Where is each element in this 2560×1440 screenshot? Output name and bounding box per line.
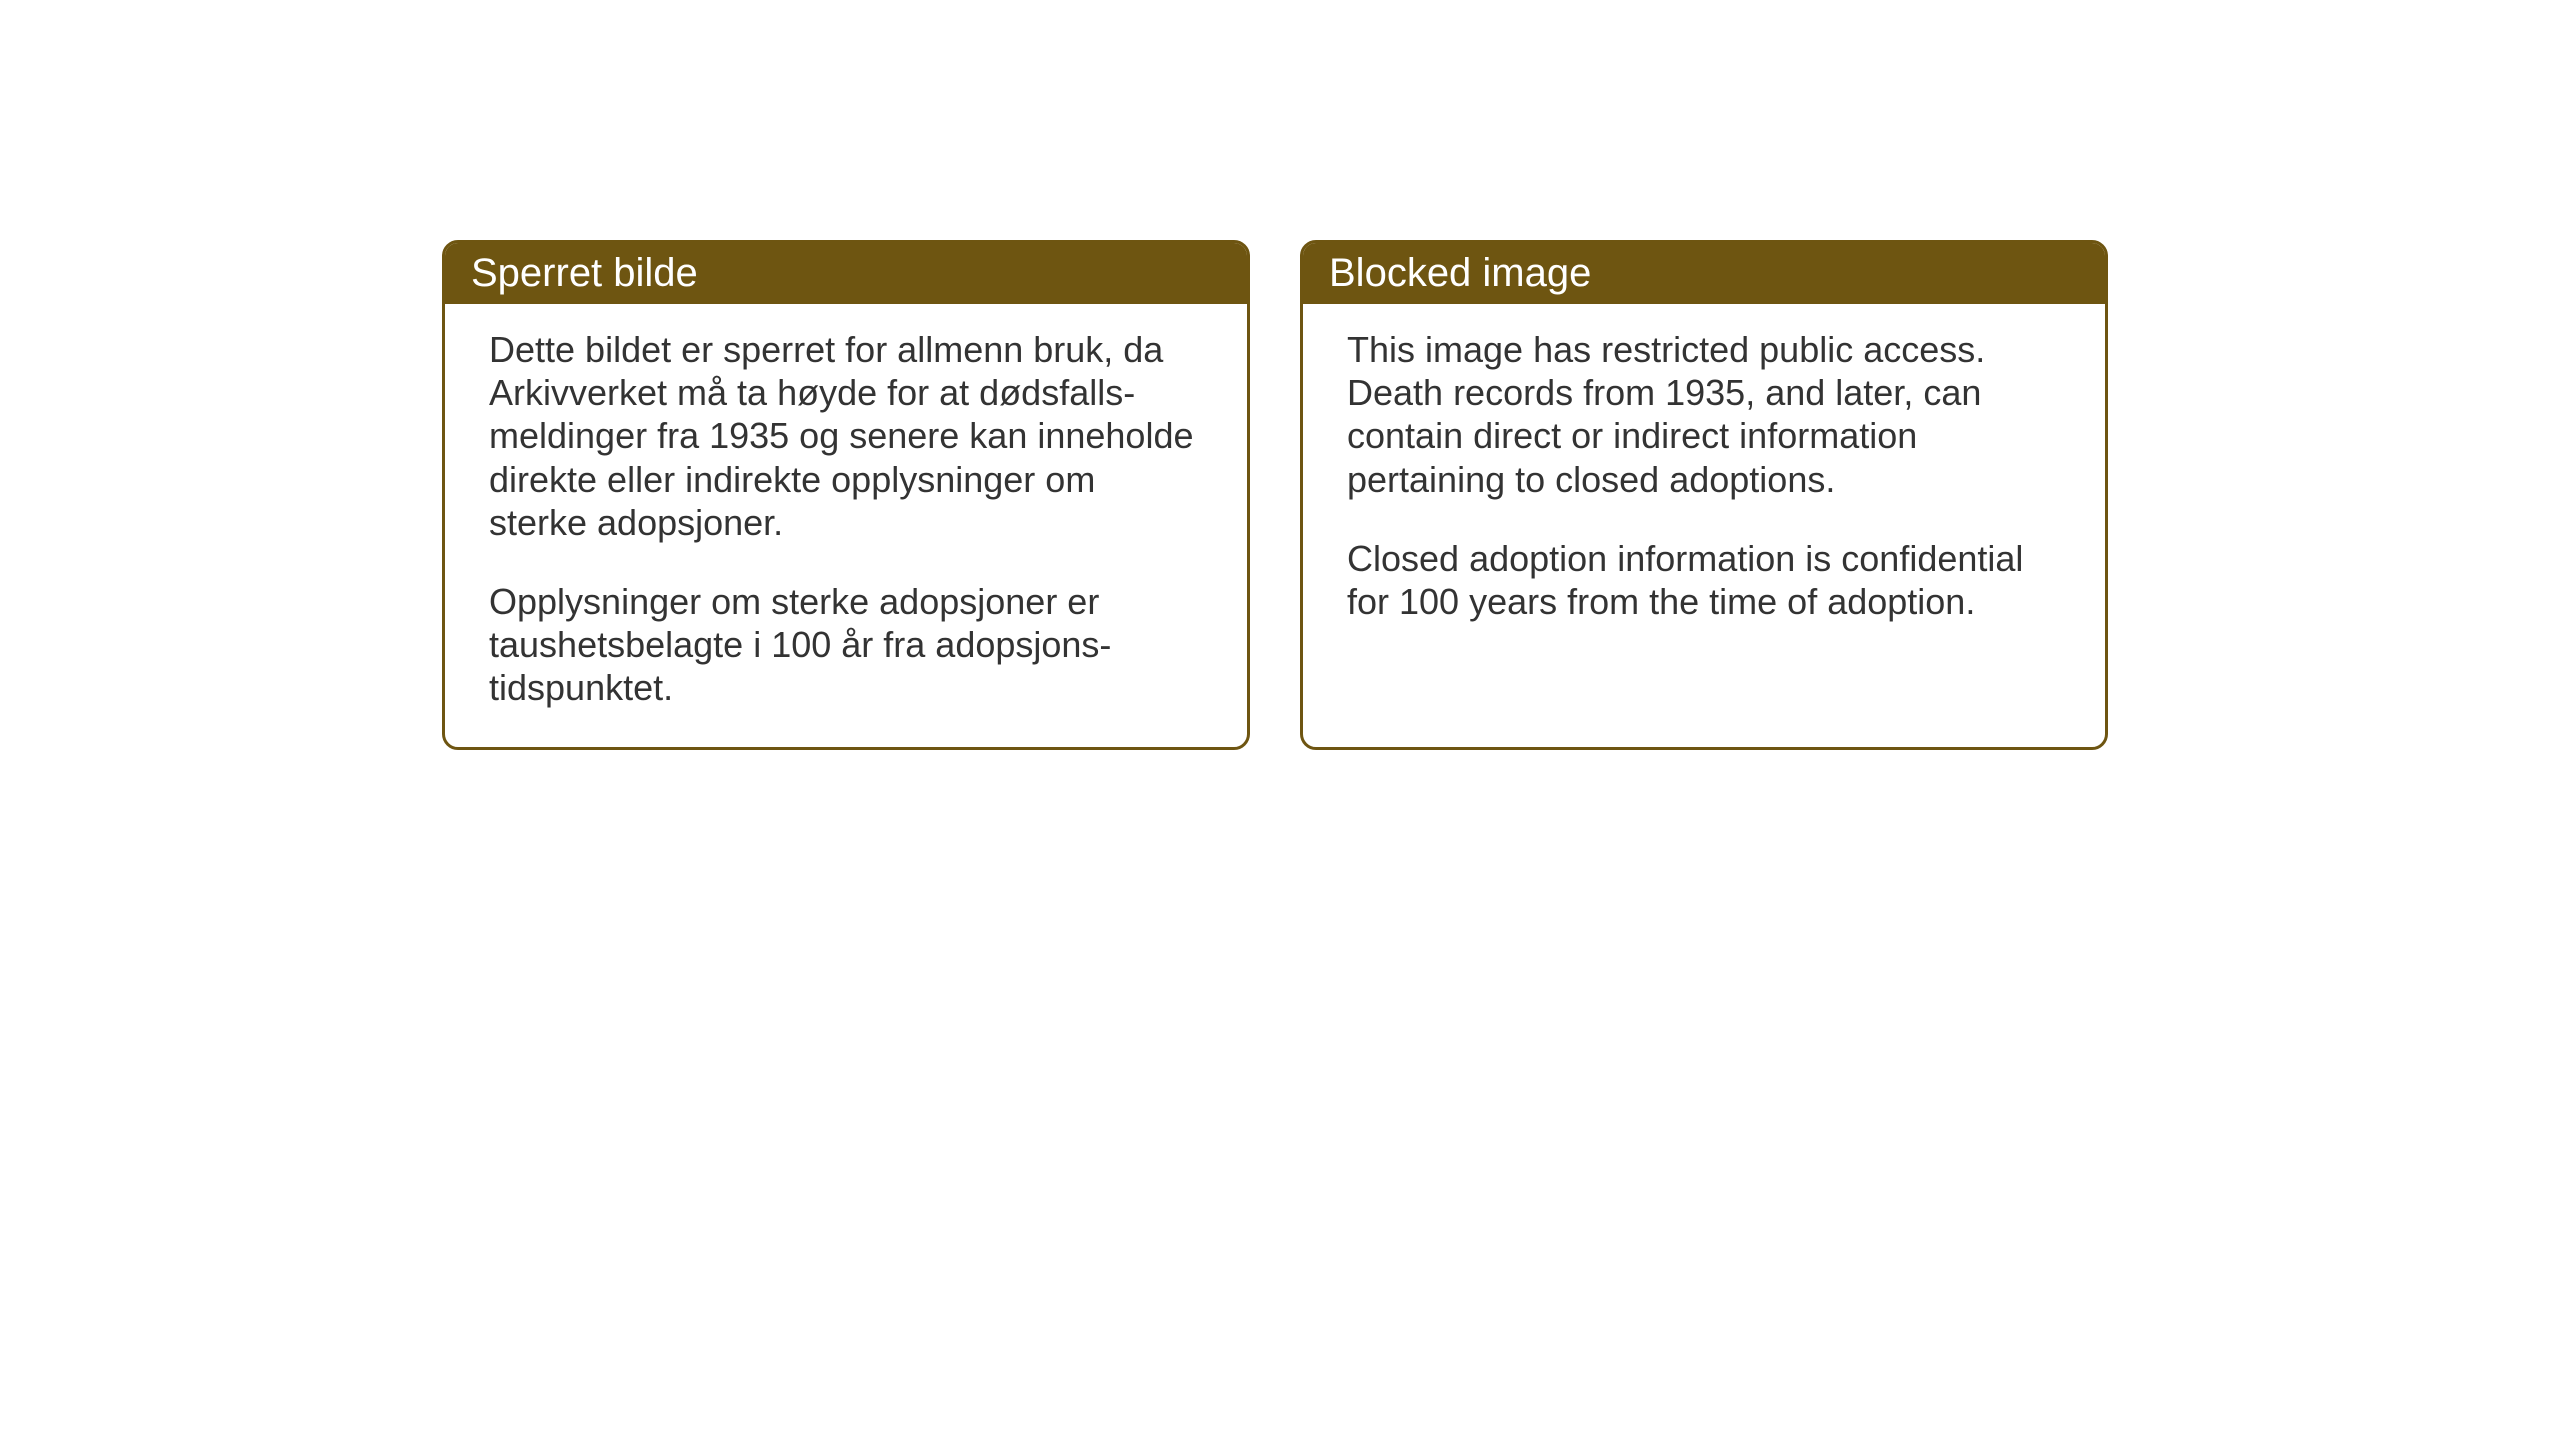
notice-title-english: Blocked image (1329, 251, 1591, 295)
notice-container: Sperret bilde Dette bildet er sperret fo… (442, 240, 2108, 750)
notice-header-english: Blocked image (1303, 243, 2105, 304)
notice-box-norwegian: Sperret bilde Dette bildet er sperret fo… (442, 240, 1250, 750)
notice-paragraph-2-english: Closed adoption information is confident… (1347, 537, 2061, 623)
notice-paragraph-2-norwegian: Opplysninger om sterke adopsjoner er tau… (489, 580, 1203, 710)
notice-paragraph-1-norwegian: Dette bildet er sperret for allmenn bruk… (489, 328, 1203, 544)
notice-title-norwegian: Sperret bilde (471, 251, 698, 295)
notice-box-english: Blocked image This image has restricted … (1300, 240, 2108, 750)
notice-body-norwegian: Dette bildet er sperret for allmenn bruk… (445, 304, 1247, 742)
notice-body-english: This image has restricted public access.… (1303, 304, 2105, 655)
notice-paragraph-1-english: This image has restricted public access.… (1347, 328, 2061, 501)
notice-header-norwegian: Sperret bilde (445, 243, 1247, 304)
